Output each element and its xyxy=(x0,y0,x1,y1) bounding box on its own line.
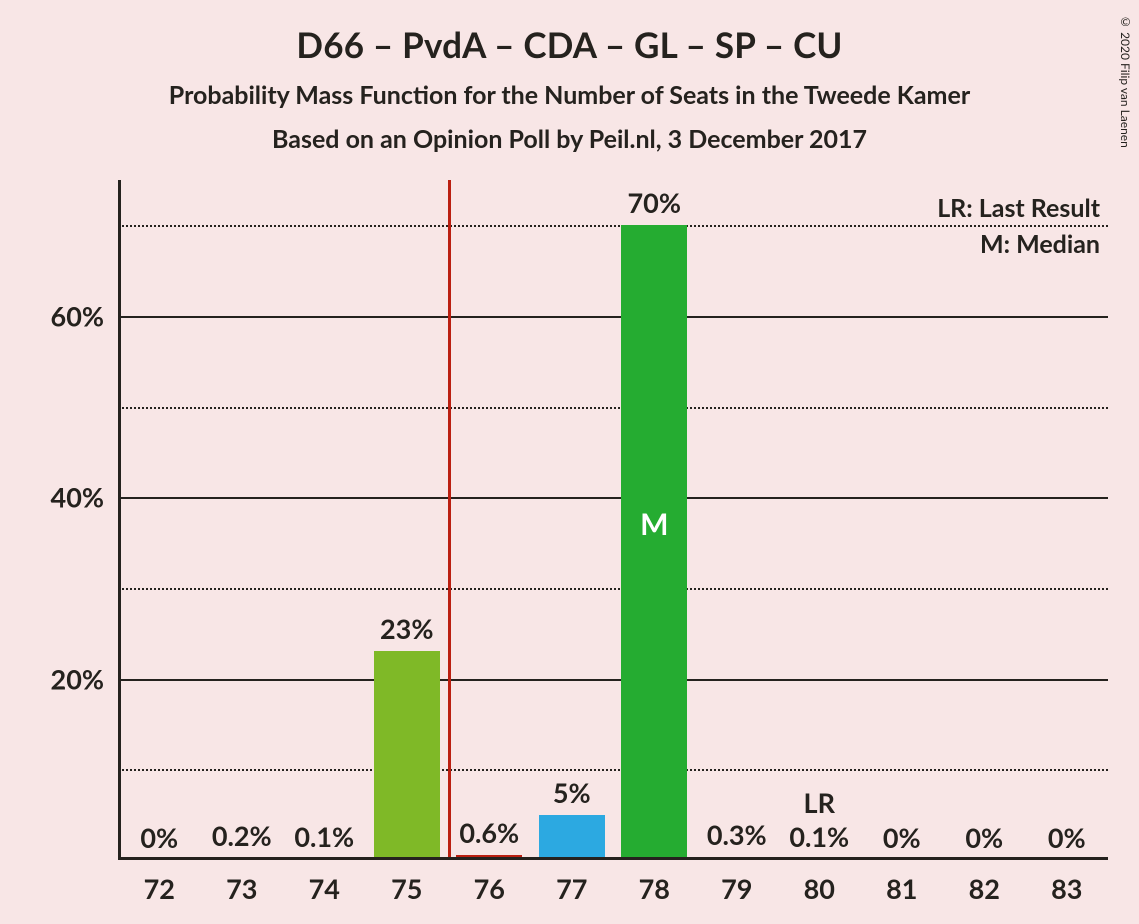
x-tick-label: 79 xyxy=(721,860,752,905)
bar-value-label: 0.1% xyxy=(294,820,354,859)
bar-value-label: 0.1% xyxy=(789,820,849,859)
x-tick-label: 83 xyxy=(1051,860,1082,905)
minor-gridline xyxy=(118,588,1108,590)
x-axis-line xyxy=(118,857,1108,860)
bar-value-label: 70% xyxy=(628,186,681,225)
minor-gridline xyxy=(118,769,1108,771)
bar xyxy=(374,651,440,860)
x-tick-label: 73 xyxy=(226,860,257,905)
x-tick-label: 72 xyxy=(144,860,175,905)
y-tick-label: 60% xyxy=(51,300,118,333)
bar-value-label: 0.6% xyxy=(459,816,519,855)
last-result-vline xyxy=(448,180,451,860)
bar-value-label: 0.3% xyxy=(707,818,767,857)
lr-marker: LR xyxy=(804,786,835,825)
bar-value-label: 0% xyxy=(140,821,178,860)
bar-value-label: 5% xyxy=(553,776,591,815)
bar-value-label: 0% xyxy=(883,821,921,860)
copyright-text: © 2020 Filip van Laenen xyxy=(1118,14,1133,148)
title-block: D66 – PvdA – CDA – GL – SP – CU Probabil… xyxy=(0,24,1139,154)
bar xyxy=(621,225,687,860)
y-axis-line xyxy=(118,180,121,860)
x-tick-label: 80 xyxy=(804,860,835,905)
y-tick-label: 20% xyxy=(51,662,118,695)
x-tick-label: 77 xyxy=(556,860,587,905)
x-tick-label: 74 xyxy=(309,860,340,905)
x-tick-label: 75 xyxy=(391,860,422,905)
legend-m: M: Median xyxy=(937,226,1100,262)
plot-area: 20%40%60%0%720.2%730.1%7423%750.6%765%77… xyxy=(118,180,1108,860)
chart-subtitle-1: Probability Mass Function for the Number… xyxy=(0,80,1139,110)
y-tick-label: 40% xyxy=(51,481,118,514)
bar-value-label: 0% xyxy=(965,821,1003,860)
bar xyxy=(539,815,605,860)
chart-title: D66 – PvdA – CDA – GL – SP – CU xyxy=(0,24,1139,66)
x-tick-label: 78 xyxy=(639,860,670,905)
bar-value-label: 0.2% xyxy=(212,819,272,858)
x-tick-label: 81 xyxy=(886,860,917,905)
bar-value-label: 23% xyxy=(380,612,433,651)
legend: LR: Last ResultM: Median xyxy=(937,190,1100,263)
chart-subtitle-2: Based on an Opinion Poll by Peil.nl, 3 D… xyxy=(0,124,1139,154)
major-gridline xyxy=(118,497,1108,499)
minor-gridline xyxy=(118,407,1108,409)
median-marker: M xyxy=(640,506,668,542)
bar-value-label: 0% xyxy=(1048,821,1086,860)
major-gridline xyxy=(118,316,1108,318)
x-tick-label: 82 xyxy=(969,860,1000,905)
major-gridline xyxy=(118,679,1108,681)
x-tick-label: 76 xyxy=(474,860,505,905)
legend-lr: LR: Last Result xyxy=(937,190,1100,226)
